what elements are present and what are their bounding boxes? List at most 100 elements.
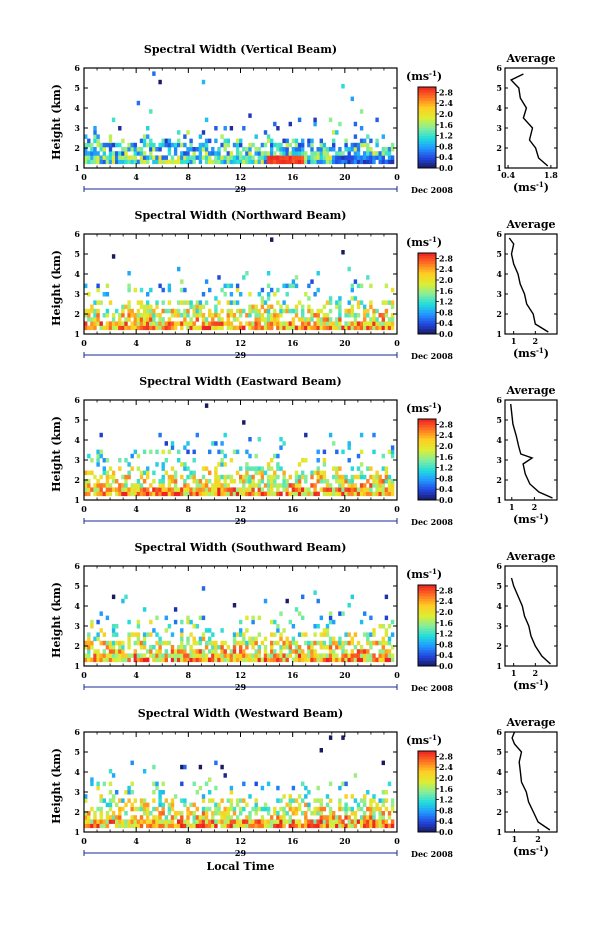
profile-title: Average	[505, 52, 555, 65]
colorbar-step	[418, 829, 436, 833]
colorbar-unit: (ms-1)	[406, 567, 442, 582]
y-tick-label: 6	[74, 561, 80, 571]
colorbar-step	[418, 141, 436, 145]
colorbar-step	[418, 491, 436, 495]
x-tick-label: 8	[186, 172, 192, 182]
colorbar-tick-label: 2.4	[439, 430, 453, 440]
colorbar-step	[418, 446, 436, 450]
y-tick-label: 4	[74, 601, 80, 611]
profile-y-tick-label: 3	[496, 787, 502, 797]
colorbar-step	[418, 639, 436, 643]
profile-y-tick-label: 4	[496, 103, 502, 113]
colorbar-step	[418, 481, 436, 485]
colorbar-step	[418, 767, 436, 771]
profile-y-tick-label: 4	[496, 269, 502, 279]
colorbar-step	[418, 761, 436, 765]
heatmap-cells	[84, 71, 395, 165]
colorbar-step	[418, 823, 436, 827]
profile-y-tick-label: 3	[496, 455, 502, 465]
colorbar-step	[418, 622, 436, 626]
colorbar-step	[418, 617, 436, 621]
colorbar-step	[418, 587, 436, 591]
colorbar-step	[418, 601, 436, 605]
y-tick-label: 2	[74, 641, 80, 651]
colorbar-step	[418, 826, 436, 830]
colorbar-step	[418, 122, 436, 126]
colorbar-step	[418, 794, 436, 798]
heatmap-cells	[84, 237, 395, 331]
colorbar-step	[418, 598, 436, 602]
profile-x-label: (ms-1)	[513, 512, 549, 527]
colorbar-step	[418, 95, 436, 99]
colorbar-step	[418, 288, 436, 292]
date-day: 29	[235, 848, 247, 858]
colorbar-tick-label: 2.8	[439, 585, 453, 595]
colorbar-step	[418, 652, 436, 656]
panel-0: Spectral Width (Vertical Beam)123456Heig…	[50, 43, 558, 195]
colorbar-tick-label: 2.8	[439, 87, 453, 97]
colorbar-step	[418, 162, 436, 166]
colorbar-step	[418, 315, 436, 319]
profile-x-label: (ms-1)	[513, 180, 549, 195]
y-tick-label: 2	[74, 475, 80, 485]
colorbar-step	[418, 424, 436, 428]
colorbar-step	[418, 127, 436, 131]
colorbar-step	[418, 290, 436, 294]
colorbar-step	[418, 269, 436, 273]
colorbar-step	[418, 92, 436, 96]
colorbar-step	[418, 821, 436, 825]
colorbar: 0.00.40.81.21.62.02.42.8	[417, 252, 453, 339]
y-tick-label: 2	[74, 143, 80, 153]
x-tick-label: 0	[81, 338, 87, 348]
x-tick-label: 16	[287, 670, 299, 680]
x-axis-label: Local Time	[207, 860, 275, 873]
y-tick-label: 4	[74, 103, 80, 113]
profile-title: Average	[505, 384, 555, 397]
colorbar-step	[418, 473, 436, 477]
profile-y-tick-label: 2	[496, 143, 502, 153]
colorbar-step	[418, 486, 436, 490]
colorbar-step	[418, 325, 436, 329]
colorbar-step	[418, 595, 436, 599]
colorbar-step	[418, 280, 436, 284]
profile-x-tick-label: 1	[511, 668, 517, 678]
y-axis-label: Height (km)	[50, 84, 63, 160]
x-tick-label: 12	[235, 338, 246, 348]
colorbar-step	[418, 421, 436, 425]
colorbar-step	[418, 149, 436, 153]
colorbar-step	[418, 124, 436, 128]
colorbar-step	[418, 448, 436, 452]
colorbar-step	[418, 606, 436, 610]
colorbar-step	[418, 105, 436, 109]
colorbar-step	[418, 282, 436, 286]
colorbar-step	[418, 328, 436, 332]
colorbar-step	[418, 649, 436, 653]
colorbar-step	[418, 154, 436, 158]
colorbar-step	[418, 459, 436, 463]
x-tick-label: 16	[287, 338, 299, 348]
colorbar-step	[418, 467, 436, 471]
colorbar-step	[418, 756, 436, 760]
colorbar-step	[418, 274, 436, 278]
average-profile: Average 1 2 3 4 5 6 0.4 1.8(ms-1)	[496, 52, 558, 194]
colorbar-tick-label: 2.8	[439, 253, 453, 263]
colorbar-step	[418, 263, 436, 267]
colorbar-step	[418, 489, 436, 493]
colorbar-step	[418, 427, 436, 431]
colorbar-step	[418, 813, 436, 817]
colorbar-step	[418, 298, 436, 302]
x-tick-label: 8	[186, 338, 192, 348]
colorbar-step	[418, 497, 436, 501]
x-tick-label: 0	[81, 172, 87, 182]
profile-y-tick-label: 2	[496, 807, 502, 817]
x-tick-label: 0	[394, 836, 400, 846]
profile-x-tick-label: 2	[533, 668, 539, 678]
colorbar-tick-label: 2.0	[439, 109, 453, 119]
y-tick-label: 6	[74, 63, 80, 73]
y-tick-label: 3	[74, 455, 80, 465]
y-tick-label: 5	[74, 747, 80, 757]
y-tick-label: 5	[74, 249, 80, 259]
profile-x-label: (ms-1)	[513, 346, 549, 361]
colorbar-step	[418, 655, 436, 659]
